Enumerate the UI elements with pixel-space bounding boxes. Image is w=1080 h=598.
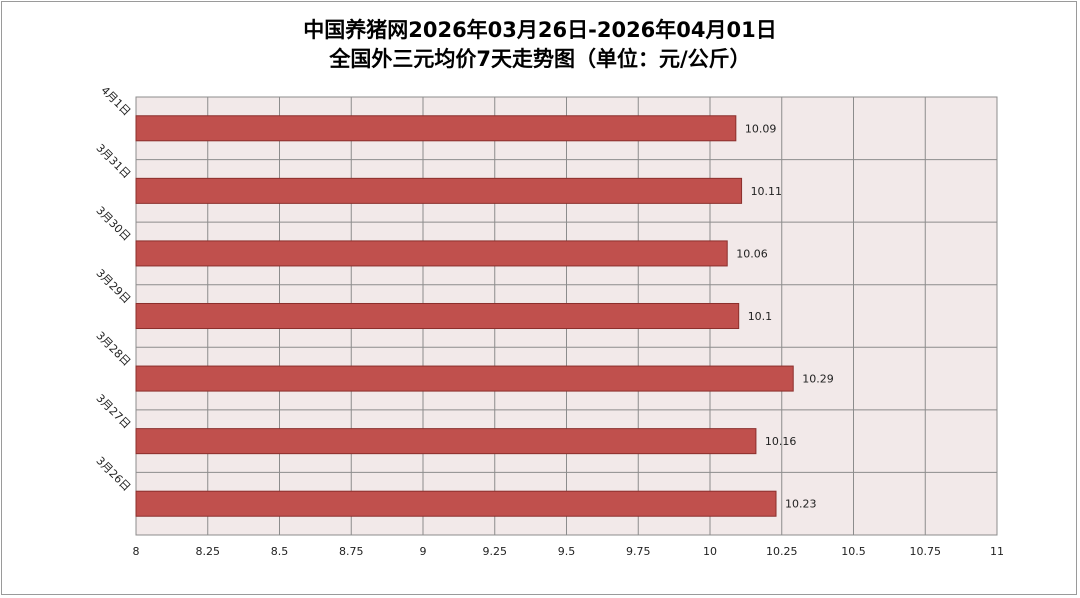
- bar: [135, 302, 740, 330]
- bar-value-label: 10.29: [802, 373, 834, 386]
- bar: [135, 115, 737, 142]
- y-category-label: 3月27日: [93, 392, 133, 432]
- y-axis-categories: 4月1日 3月31日 3月30日 3月29日 3月28日 3月27日 3月26日: [93, 84, 133, 494]
- bar-value-label: 10.23: [785, 498, 817, 511]
- bar: [135, 490, 777, 517]
- bar: [135, 177, 743, 204]
- bar-value-label: 10.1: [748, 310, 773, 323]
- y-category-label: 3月28日: [93, 329, 133, 369]
- y-category-label: 3月29日: [93, 267, 133, 307]
- grid-lines: [135, 97, 998, 535]
- y-category-label: 3月30日: [93, 204, 133, 244]
- y-category-label: 3月31日: [93, 141, 133, 181]
- x-tick-label: 8.25: [196, 545, 221, 558]
- x-tick-label: 10.75: [910, 545, 942, 558]
- x-tick-label: 8.5: [271, 545, 289, 558]
- chart-subtitle: 全国外三元均价7天走势图（单位：元/公斤）: [329, 47, 751, 71]
- x-tick-label: 9: [420, 545, 427, 558]
- y-category-label: 3月26日: [93, 454, 133, 494]
- y-category-label: 4月1日: [98, 84, 133, 119]
- bar: [135, 365, 794, 392]
- bar-value-label: 10.11: [751, 185, 783, 198]
- bar-value-label: 10.16: [765, 435, 797, 448]
- x-tick-label: 10.5: [841, 545, 866, 558]
- x-tick-label: 9.5: [558, 545, 576, 558]
- x-axis-ticks: 8 8.25 8.5 8.75 9 9.25 9.5 9.75 10 10.25 10.5 10.75…: [133, 545, 1005, 558]
- bar: [135, 240, 728, 267]
- bar-value-label: 10.09: [745, 122, 777, 135]
- x-tick-label: 8: [133, 545, 140, 558]
- chart-title: 中国养猪网2026年03月26日-2026年04月01日: [303, 18, 777, 42]
- x-tick-label: 11: [990, 545, 1004, 558]
- bar: [135, 428, 757, 455]
- bar-value-label: 10.06: [736, 247, 768, 260]
- x-tick-label: 9.75: [626, 545, 651, 558]
- bars: 10.09 10.11 10.06 10.1 10.29 10.16 10.23: [135, 115, 834, 517]
- x-tick-label: 10.25: [766, 545, 798, 558]
- x-tick-label: 10: [703, 545, 717, 558]
- x-tick-label: 9.25: [483, 545, 508, 558]
- x-tick-label: 8.75: [339, 545, 364, 558]
